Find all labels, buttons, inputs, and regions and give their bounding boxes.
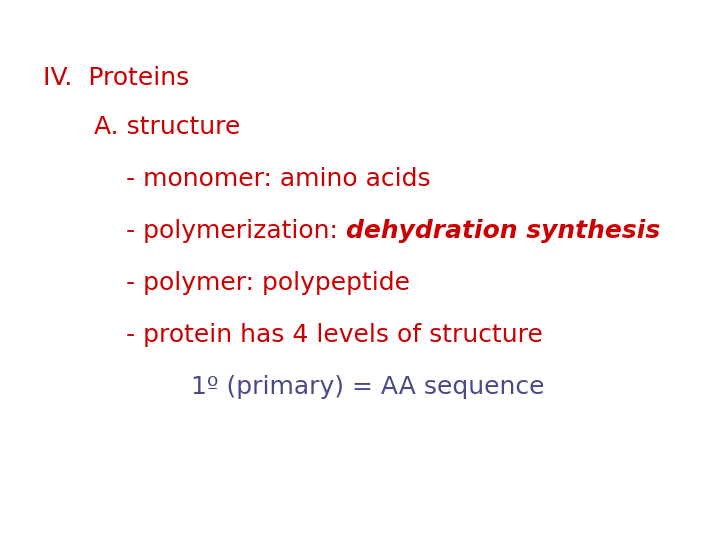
Text: - polymer: polypeptide: - polymer: polypeptide	[126, 271, 410, 295]
Text: - polymerization:: - polymerization:	[126, 219, 346, 243]
Text: - protein has 4 levels of structure: - protein has 4 levels of structure	[126, 323, 543, 347]
Text: dehydration synthesis: dehydration synthesis	[346, 219, 660, 243]
Text: 1º (primary) = AA sequence: 1º (primary) = AA sequence	[191, 375, 544, 399]
Text: IV.  Proteins: IV. Proteins	[43, 66, 189, 90]
Text: - monomer: amino acids: - monomer: amino acids	[126, 167, 431, 191]
Text: A. structure: A. structure	[94, 115, 240, 139]
